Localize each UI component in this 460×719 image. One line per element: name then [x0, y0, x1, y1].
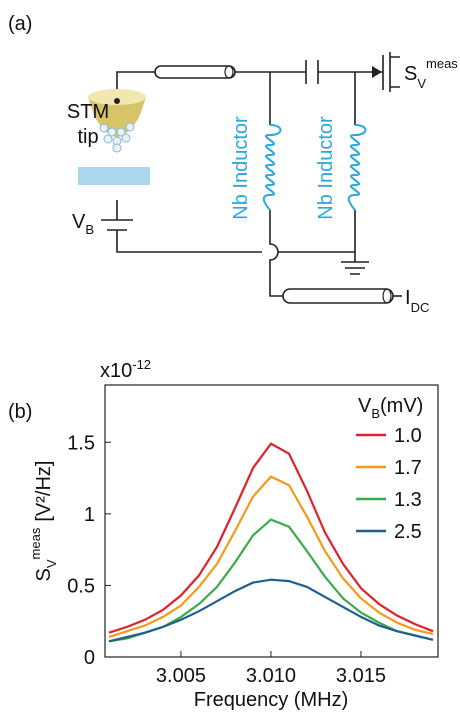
- subscript: V: [44, 559, 59, 568]
- subscript: B: [371, 406, 380, 421]
- plot-frame: [104, 384, 439, 658]
- series-line: [108, 475, 434, 639]
- panel-label: (b): [8, 401, 32, 423]
- legend-label: 2.5: [394, 521, 422, 543]
- multiplier: x10-12: [100, 357, 151, 382]
- unit: [V²/Hz]: [33, 461, 55, 522]
- legend-label: 1.3: [394, 489, 422, 511]
- x-axis-label: Frequency (MHz): [194, 689, 348, 711]
- y-tick-label: 0: [84, 647, 95, 669]
- legend-label: 1.0: [394, 425, 422, 447]
- symbol: V: [358, 395, 372, 417]
- legend-label: 1.7: [394, 457, 422, 479]
- tip-label: STM: [67, 101, 109, 123]
- subscript: DC: [411, 300, 430, 315]
- symbol: S: [404, 63, 417, 85]
- circuit: [78, 52, 402, 304]
- x-tick-label: 3.015: [336, 665, 386, 687]
- symbol: I: [405, 287, 411, 309]
- superscript: meas: [28, 527, 43, 559]
- series-line: [108, 442, 434, 634]
- bias-label: VB: [72, 211, 94, 237]
- symbol: S: [33, 568, 55, 581]
- inductor-label: Nb Inductor: [230, 116, 252, 220]
- symbol: V: [72, 211, 86, 233]
- x-tick-label: 3.005: [156, 665, 206, 687]
- y-tick-label: 1.5: [67, 432, 95, 454]
- inductor-label: Nb Inductor: [315, 116, 337, 220]
- subscript: V: [417, 76, 426, 91]
- tip-label: tip: [77, 126, 98, 148]
- y-tick-label: 0.5: [67, 575, 95, 597]
- panel-label: (a): [8, 13, 32, 35]
- superscript: meas: [426, 56, 458, 71]
- output-label: SVmeas: [404, 56, 458, 91]
- base: x10: [100, 360, 132, 382]
- x-tick-label: 3.010: [246, 665, 296, 687]
- subscript: B: [85, 222, 94, 237]
- exponent: -12: [132, 357, 151, 372]
- series-line: [108, 578, 434, 643]
- y-tick-label: 1: [84, 504, 95, 526]
- y-axis-label: SVmeas [V²/Hz]: [28, 461, 59, 582]
- dc-label: IDC: [405, 287, 429, 315]
- unit: (mV): [380, 395, 423, 417]
- legend-title: VB(mV): [358, 395, 423, 421]
